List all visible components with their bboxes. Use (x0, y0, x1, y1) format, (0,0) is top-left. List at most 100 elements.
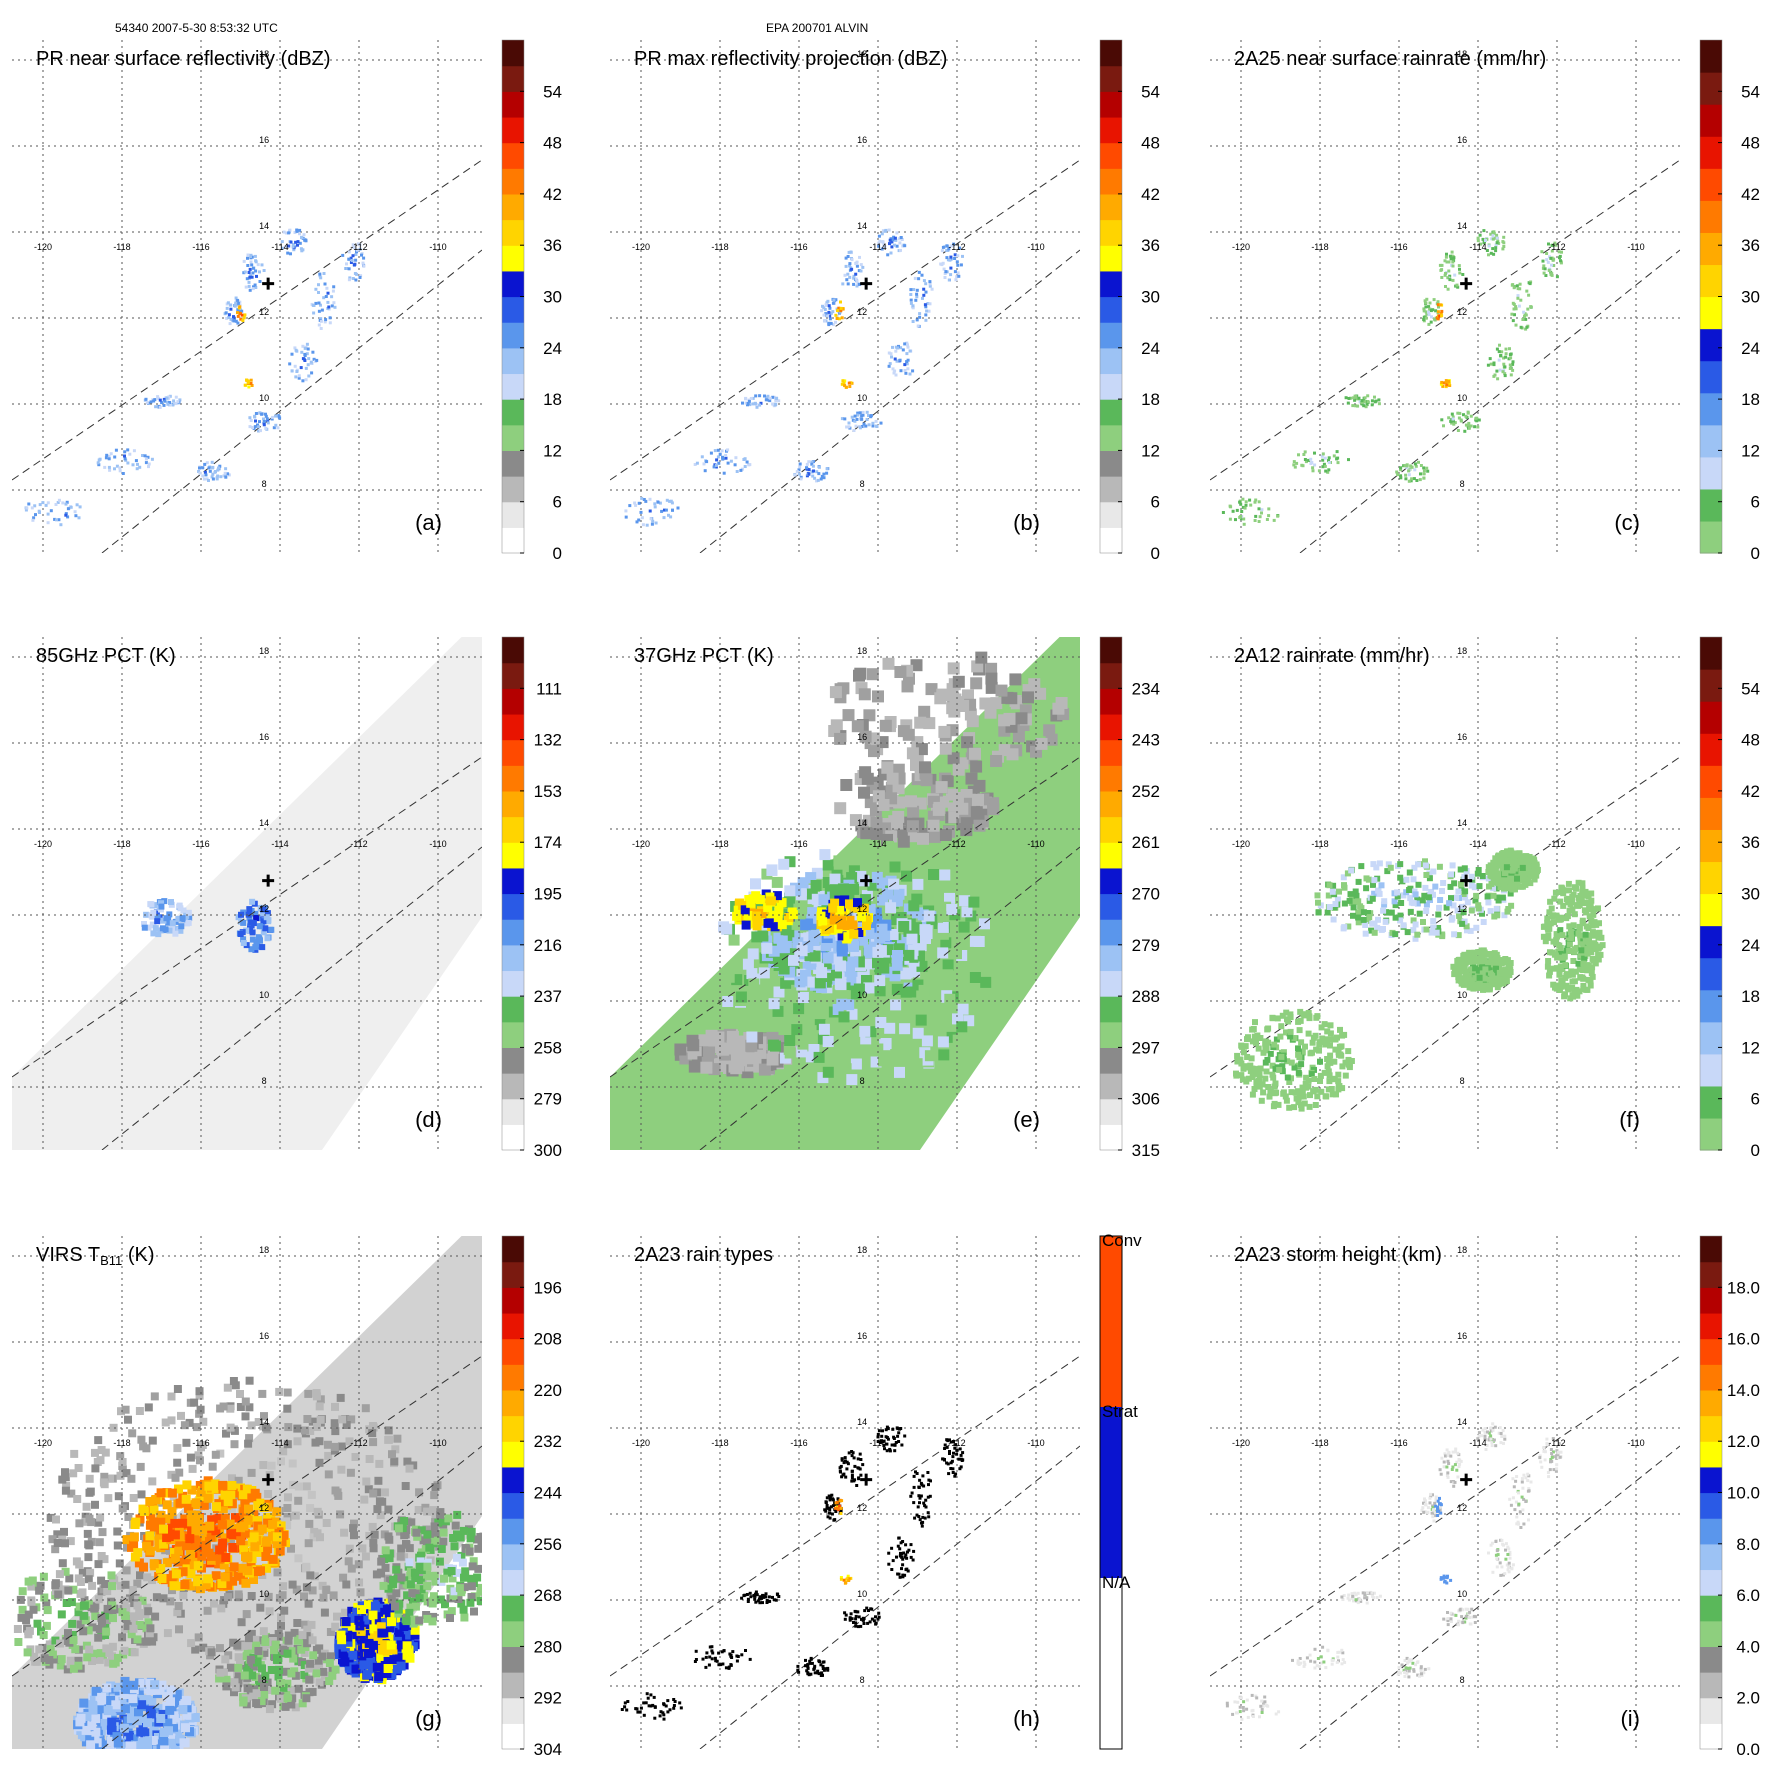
data-pixel (1507, 877, 1514, 884)
data-pixel (258, 915, 264, 921)
data-pixel (919, 1047, 931, 1059)
data-pixel (199, 1643, 208, 1652)
data-pixel (1299, 1084, 1306, 1091)
data-pixel (1481, 975, 1488, 982)
data-pixel (962, 689, 974, 702)
data-pixel (243, 270, 247, 274)
data-pixel (290, 369, 294, 373)
data-pixel (814, 977, 826, 989)
data-pixel (429, 1506, 438, 1515)
data-pixel (1341, 1031, 1348, 1038)
data-pixel (1251, 1086, 1258, 1092)
data-pixel (277, 1457, 285, 1466)
data-pixel (195, 1387, 204, 1396)
data-pixel (656, 500, 660, 504)
data-pixel (204, 473, 208, 477)
data-pixel (1324, 469, 1328, 473)
data-pixel (240, 313, 244, 317)
data-pixel (1239, 515, 1243, 518)
data-pixel (1306, 1013, 1313, 1020)
data-pixel (219, 1599, 228, 1608)
data-pixel (166, 402, 170, 406)
data-pixel (1487, 253, 1490, 257)
swath-edge-line (610, 756, 1080, 1078)
data-pixel (871, 914, 883, 926)
data-pixel (1430, 924, 1437, 931)
data-pixel (304, 1599, 313, 1608)
lat-tick-label: 8 (262, 479, 267, 489)
data-pixel (1419, 464, 1423, 467)
data-pixel (1593, 921, 1600, 928)
data-pixel (262, 417, 265, 421)
colorbar-segment (1100, 970, 1122, 997)
lon-tick-label: -116 (790, 839, 807, 849)
data-pixel (1482, 966, 1489, 973)
data-pixel (827, 304, 831, 308)
data-pixel (287, 231, 291, 235)
data-pixel (1547, 898, 1554, 905)
data-pixel (915, 940, 927, 952)
data-pixel (820, 474, 824, 478)
data-pixel (1493, 236, 1497, 240)
data-pixel (903, 363, 907, 367)
data-pixel (1334, 896, 1341, 903)
data-pixel (832, 298, 836, 302)
data-pixel (1504, 352, 1508, 356)
data-pixel (1481, 957, 1488, 964)
data-pixel (1494, 979, 1501, 986)
data-pixel (860, 1033, 872, 1045)
colorbar-segment (1100, 713, 1122, 741)
data-pixel (1432, 883, 1439, 890)
data-pixel (1451, 278, 1455, 282)
data-pixel (345, 1544, 354, 1553)
data-pixel (935, 781, 948, 794)
storm-center-marker (860, 277, 873, 290)
data-pixel (1347, 397, 1351, 400)
data-pixel (1229, 505, 1233, 509)
data-pixel (805, 958, 817, 970)
data-pixel (198, 471, 202, 475)
data-pixel (1464, 899, 1471, 906)
data-pixel (932, 803, 945, 816)
data-pixel (851, 418, 855, 422)
data-pixel (177, 927, 184, 934)
data-pixel (1566, 923, 1573, 930)
data-pixel (839, 309, 843, 313)
data-pixel (1396, 473, 1400, 477)
orbit-time-label: 54340 2007-5-30 8:53:32 UTC (115, 21, 278, 35)
data-pixel (1380, 907, 1387, 914)
data-pixel (897, 237, 901, 241)
data-pixel (148, 1436, 157, 1445)
colorbar-segment (502, 347, 524, 375)
data-pixel (66, 507, 70, 511)
data-pixel (180, 907, 187, 914)
colorbar-tick-label: 279 (1132, 936, 1160, 955)
data-pixel (75, 1560, 84, 1569)
data-pixel (290, 352, 294, 356)
data-pixel (315, 1402, 324, 1411)
swath-edge-line (1210, 159, 1680, 481)
data-pixel (1497, 350, 1501, 354)
data-pixel (1309, 457, 1313, 461)
data-pixel (199, 1417, 208, 1426)
data-pixel (945, 256, 949, 260)
data-pixel (1399, 468, 1403, 472)
data-pixel (364, 1485, 373, 1494)
data-pixel (81, 1517, 90, 1526)
colorbar-segment (1700, 104, 1722, 137)
data-pixel (877, 799, 890, 811)
colorbar-segment (1100, 944, 1122, 972)
data-pixel (1329, 1091, 1336, 1098)
data-pixel (951, 948, 962, 960)
data-pixel (653, 505, 657, 509)
data-pixel (1491, 247, 1495, 251)
data-pixel (91, 1464, 100, 1473)
data-pixel (317, 301, 321, 305)
data-pixel (228, 1543, 238, 1552)
data-pixel (872, 690, 884, 703)
data-pixel (660, 509, 664, 513)
data-pixel (1552, 257, 1556, 261)
data-pixel (744, 396, 748, 400)
data-pixel (1269, 1071, 1276, 1078)
